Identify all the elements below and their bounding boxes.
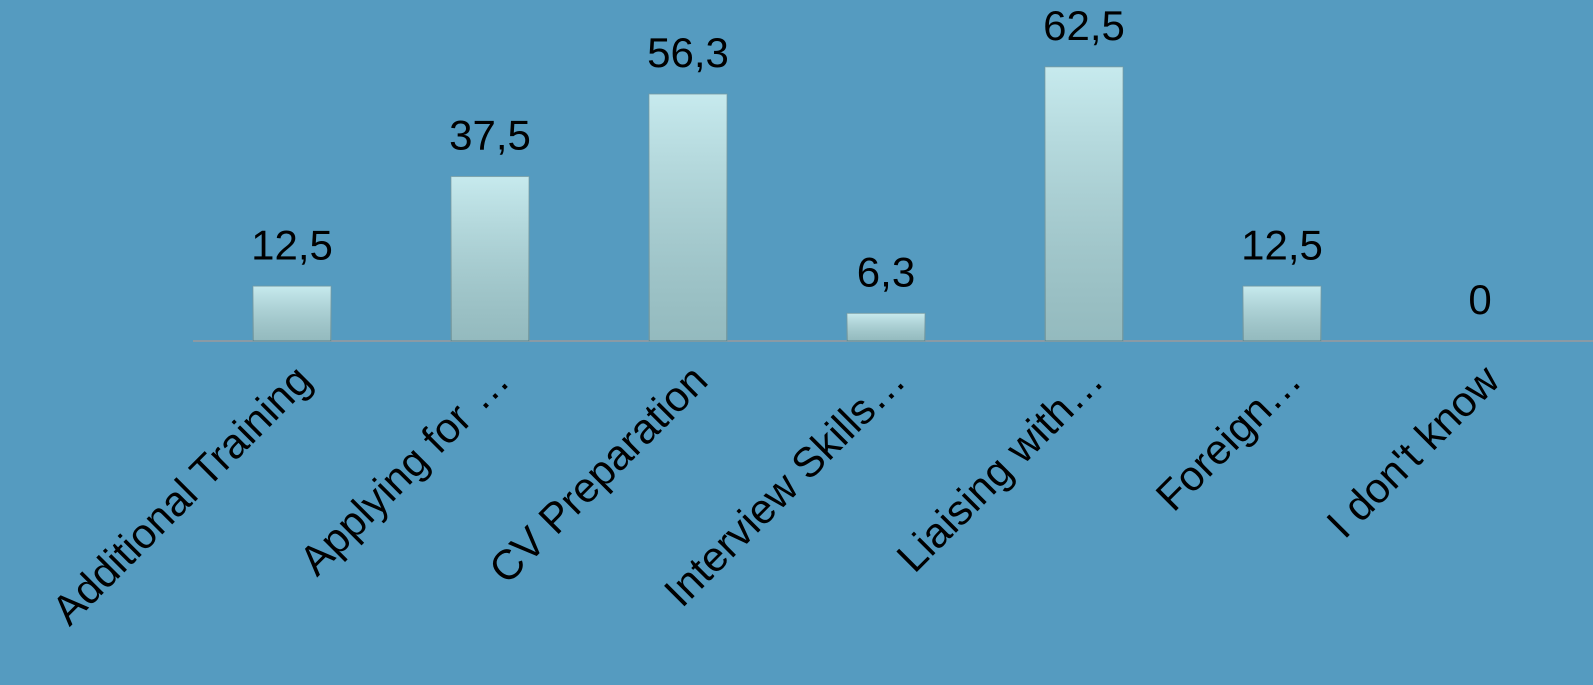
value-label: 0 [1468, 276, 1491, 323]
value-label: 37,5 [449, 112, 531, 159]
bar-shade [649, 94, 727, 341]
value-label: 12,5 [1241, 221, 1323, 268]
value-label: 56,3 [647, 29, 729, 76]
value-label: 12,5 [251, 221, 333, 268]
bar-shade [1243, 286, 1321, 341]
value-label: 62,5 [1043, 2, 1125, 49]
bar-shade [1045, 66, 1123, 342]
bar-shade [451, 176, 529, 341]
value-label: 6,3 [857, 248, 915, 295]
bar-shade [847, 313, 925, 341]
bar-shade [253, 286, 331, 341]
